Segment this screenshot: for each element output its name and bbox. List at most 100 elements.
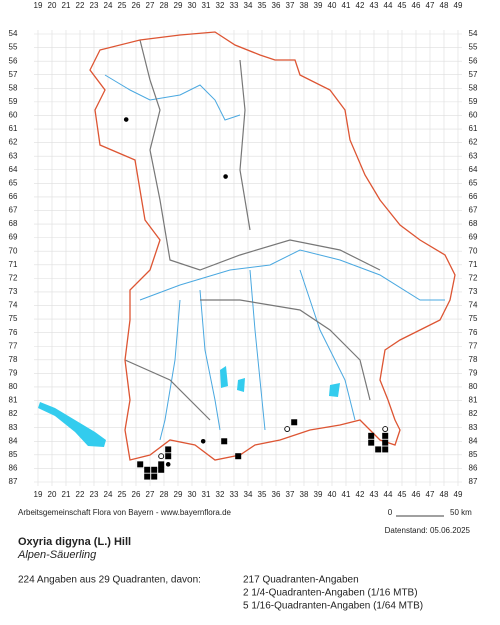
col-label: 34 (244, 490, 253, 499)
record-square (144, 466, 151, 473)
stat-line: 217 Quadranten-Angaben (243, 575, 359, 586)
col-label: 48 (440, 1, 449, 10)
col-label: 29 (174, 1, 183, 10)
row-label: 75 (9, 314, 18, 323)
col-label: 26 (132, 1, 141, 10)
row-label: 73 (469, 287, 478, 296)
col-label: 29 (174, 490, 183, 499)
row-label: 61 (9, 124, 18, 133)
record-square (165, 453, 172, 460)
row-label: 54 (469, 29, 478, 38)
col-label: 27 (146, 1, 155, 10)
row-label: 80 (9, 382, 18, 391)
col-label: 44 (384, 1, 393, 10)
col-label: 46 (412, 1, 421, 10)
col-label: 47 (426, 1, 435, 10)
row-label: 61 (469, 124, 478, 133)
row-label: 76 (9, 328, 18, 337)
record-square (235, 453, 242, 460)
record-square (158, 461, 165, 468)
record-square (165, 446, 172, 453)
row-label: 69 (9, 233, 18, 242)
col-label: 30 (188, 1, 197, 10)
col-label: 38 (300, 1, 309, 10)
record-square (151, 466, 158, 473)
row-label: 65 (469, 178, 478, 187)
record-dot (223, 174, 228, 179)
record-square (158, 466, 165, 473)
row-label: 69 (469, 233, 478, 242)
row-label: 65 (9, 178, 18, 187)
row-label: 71 (469, 260, 478, 269)
col-label: 40 (328, 1, 337, 10)
col-label: 19 (34, 1, 43, 10)
lake (220, 366, 340, 397)
row-label: 86 (9, 464, 18, 473)
row-label: 63 (469, 151, 478, 160)
row-label: 85 (9, 450, 18, 459)
row-label: 56 (9, 56, 18, 65)
col-label: 37 (286, 1, 295, 10)
row-label: 75 (469, 314, 478, 323)
col-label: 48 (440, 490, 449, 499)
row-label: 74 (469, 301, 478, 310)
col-label: 21 (62, 1, 71, 10)
record-square (382, 432, 389, 439)
row-label: 58 (9, 83, 18, 92)
row-label: 87 (9, 477, 18, 486)
row-label: 66 (469, 192, 478, 201)
record-square (368, 432, 375, 439)
record-square (375, 446, 382, 453)
col-label: 41 (342, 1, 351, 10)
col-label: 31 (202, 490, 211, 499)
col-label: 39 (314, 490, 323, 499)
record-circle (382, 426, 389, 433)
row-label: 57 (9, 70, 18, 79)
col-label: 35 (258, 1, 267, 10)
row-label: 84 (469, 436, 478, 445)
col-label: 49 (454, 490, 463, 499)
col-label: 47 (426, 490, 435, 499)
col-label: 19 (34, 490, 43, 499)
stat-line: 5 1/16-Quadranten-Angaben (1/64 MTB) (243, 601, 423, 612)
row-label: 62 (9, 138, 18, 147)
col-label: 43 (370, 1, 379, 10)
border (124, 39, 381, 421)
col-label: 25 (118, 490, 127, 499)
row-label: 82 (469, 409, 478, 418)
row-label: 79 (469, 369, 478, 378)
row-label: 76 (469, 328, 478, 337)
record-circle (284, 426, 291, 433)
row-label: 60 (9, 111, 18, 120)
date: Datenstand: 05.06.2025 (385, 526, 471, 535)
row-label: 54 (9, 29, 18, 38)
col-label: 23 (90, 490, 99, 499)
col-label: 36 (272, 490, 281, 499)
row-label: 72 (9, 273, 18, 282)
record-circle (158, 453, 165, 460)
col-label: 43 (370, 490, 379, 499)
row-label: 70 (9, 246, 18, 255)
col-label: 20 (48, 1, 57, 10)
row-label: 80 (469, 382, 478, 391)
species-name: Oxyria digyna (L.) Hill (18, 536, 131, 548)
col-label: 34 (244, 1, 253, 10)
summary: 224 Angaben aus 29 Quadranten, davon: (18, 575, 201, 586)
col-label: 22 (76, 1, 85, 10)
record-square (144, 473, 151, 480)
stat-line: 2 1/4-Quadranten-Angaben (1/16 MTB) (243, 588, 418, 599)
record-square (221, 438, 228, 445)
col-label: 28 (160, 490, 169, 499)
record-dot (165, 462, 171, 467)
row-label: 77 (469, 341, 478, 350)
col-label: 20 (48, 490, 57, 499)
credit: Arbeitsgemeinschaft Flora von Bayern - w… (18, 508, 232, 517)
row-label: 64 (9, 165, 18, 174)
record-dot (200, 438, 206, 444)
state-outline (89, 31, 456, 461)
col-label: 25 (118, 1, 127, 10)
row-label: 60 (469, 111, 478, 120)
col-label: 35 (258, 490, 267, 499)
common-name: Alpen-Säuerling (17, 549, 97, 561)
grid: 19 19 20 20 21 21 22 22 23 23 24 24 25 25 26 26 27 27 28 28… (9, 1, 478, 499)
